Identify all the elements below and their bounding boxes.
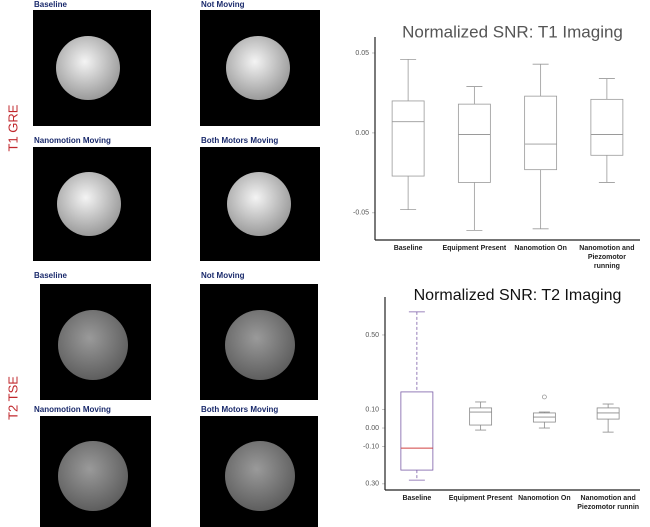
box bbox=[590, 98, 624, 156]
x-tick-label: Nanomotion and Piezomotor running bbox=[579, 245, 635, 270]
y-tick-label: 0.05 bbox=[355, 50, 369, 57]
y-tick-label: 0.50 bbox=[365, 332, 379, 339]
phantom bbox=[58, 310, 128, 380]
chart-title: Normalized SNR: T2 Imaging bbox=[414, 287, 622, 304]
phantom bbox=[225, 310, 295, 380]
phantom bbox=[227, 172, 291, 236]
box bbox=[457, 103, 491, 183]
phantom bbox=[56, 36, 120, 100]
y-tick-label: -0.05 bbox=[353, 210, 369, 217]
x-tick-label: Nanomotion On bbox=[518, 495, 571, 502]
y-tick-label: 0.00 bbox=[355, 130, 369, 137]
box bbox=[596, 407, 620, 420]
phantom bbox=[225, 441, 295, 511]
phantom bbox=[58, 441, 128, 511]
chart-title: Normalized SNR: T1 Imaging bbox=[402, 22, 623, 41]
panel-label: Baseline bbox=[34, 271, 67, 280]
panel-label: Baseline bbox=[34, 0, 67, 9]
panel-label: Not Moving bbox=[201, 271, 245, 280]
box bbox=[400, 391, 434, 471]
row-label: T1 GRE bbox=[5, 104, 20, 151]
y-tick-label: 0.10 bbox=[365, 406, 379, 413]
outlier bbox=[542, 394, 547, 400]
y-tick-label: 0.00 bbox=[365, 425, 379, 432]
box bbox=[524, 95, 558, 171]
box bbox=[391, 100, 425, 177]
x-tick-label: Nanomotion On bbox=[514, 245, 567, 252]
panel-label: Nanomotion Moving bbox=[34, 136, 111, 145]
y-tick-label: -0.10 bbox=[363, 443, 379, 450]
box bbox=[532, 412, 556, 423]
x-tick-label: Equipment Present bbox=[448, 495, 513, 502]
x-tick-label: Nanomotion and Piezomotor runnin bbox=[577, 495, 640, 511]
panel-label: Nanomotion Moving bbox=[34, 405, 111, 414]
panel-label: Both Motors Moving bbox=[201, 136, 278, 145]
box bbox=[469, 407, 493, 426]
y-tick-label: 0.30 bbox=[365, 481, 379, 488]
x-tick-label: Baseline bbox=[402, 495, 432, 502]
phantom bbox=[226, 36, 290, 100]
panel-label: Not Moving bbox=[201, 0, 245, 9]
x-tick-label: Baseline bbox=[393, 245, 423, 252]
panel-label: Both Motors Moving bbox=[201, 405, 278, 414]
row-label: T2 TSE bbox=[5, 376, 20, 420]
x-tick-label: Equipment Present bbox=[442, 245, 507, 252]
phantom bbox=[57, 172, 121, 236]
